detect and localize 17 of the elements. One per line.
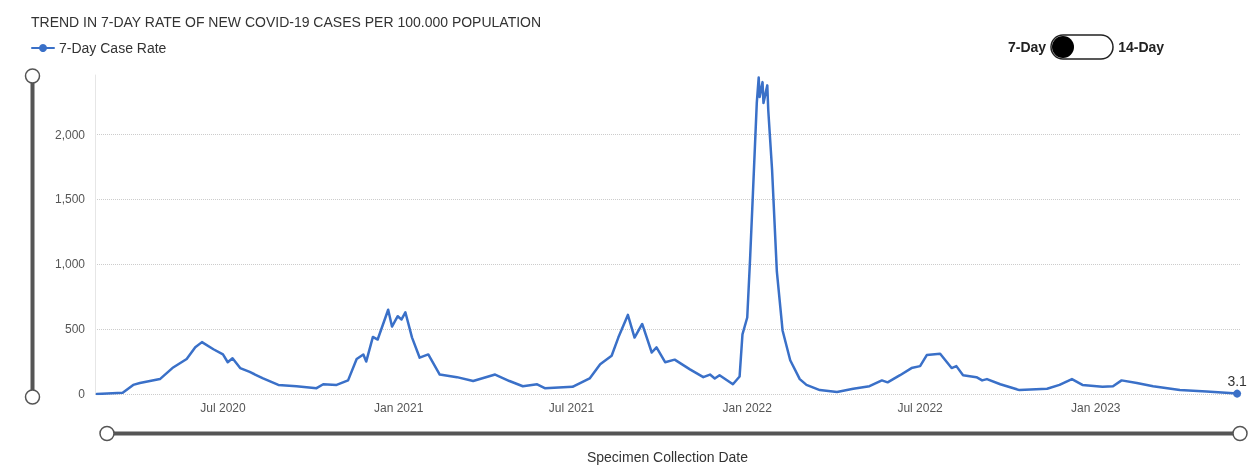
y-tick-label: 2,000 xyxy=(54,127,86,142)
x-tick-label: Jul 2020 xyxy=(200,401,246,415)
x-tick-label: Jan 2023 xyxy=(1071,401,1121,415)
x-tick-label: Jan 2022 xyxy=(722,401,773,415)
legend-label: 7-Day Case Rate xyxy=(59,40,167,56)
text: 7-Day xyxy=(1008,39,1047,55)
annotation: 3.1 xyxy=(1227,372,1248,389)
text: 14-Day xyxy=(1118,39,1165,55)
chart-title: TREND IN 7-DAY RATE OF NEW COVID-19 CASES PER 100.000 POPULATION xyxy=(31,14,542,30)
y-tick-label: 1,000 xyxy=(54,257,86,272)
y-tick-label: 0 xyxy=(78,387,86,401)
y-tick-label: 500 xyxy=(64,322,86,337)
y-tick-label: 1,500 xyxy=(54,192,86,207)
x-tick-label: Jul 2022 xyxy=(897,401,944,415)
x-tick-label: Jan 2021 xyxy=(373,401,424,415)
x-tick-label: Jul 2021 xyxy=(548,401,595,415)
x-axis-title: Specimen Collection Date xyxy=(586,449,749,465)
